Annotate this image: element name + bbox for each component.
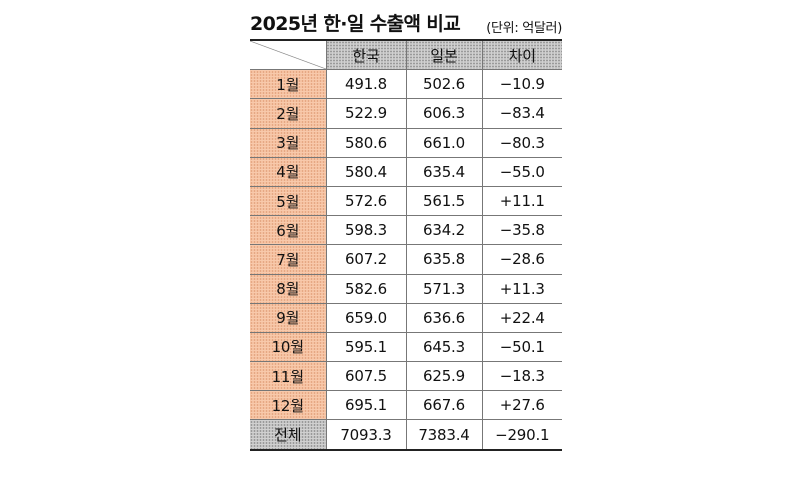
- difference-value: +22.4: [481, 302, 562, 333]
- column-header-japan: 일본: [405, 41, 483, 71]
- export-comparison-table: 한국 일본 차이 1월 491.8 502.6 −10.9 2월 522.9 6…: [250, 41, 562, 451]
- table-row: 2월 522.9 606.3 −83.4: [250, 98, 562, 129]
- korea-value: 607.2: [325, 244, 407, 275]
- table-row: 5월 572.6 561.5 +11.1: [250, 185, 562, 217]
- korea-value: 491.8: [325, 69, 407, 100]
- japan-value: 645.3: [405, 331, 483, 363]
- japan-value: 667.6: [405, 390, 483, 421]
- difference-value: +11.3: [481, 273, 562, 304]
- total-label: 전체: [250, 419, 327, 451]
- table-row: 6월 598.3 634.2 −35.8: [250, 215, 562, 246]
- table-row: 3월 580.6 661.0 −80.3: [250, 127, 562, 158]
- korea-value: 607.5: [325, 361, 407, 392]
- table-row: 1월 491.8 502.6 −10.9: [250, 69, 562, 100]
- japan-value: 571.3: [405, 273, 483, 304]
- korea-value: 582.6: [325, 273, 407, 304]
- month-label: 3월: [250, 127, 327, 158]
- korea-value: 695.1: [325, 390, 407, 421]
- unit-note: (단위: 억달러): [486, 21, 562, 36]
- table-title: 2025년 한·일 수출액 비교: [250, 13, 461, 35]
- table-row: 11월 607.5 625.9 −18.3: [250, 361, 562, 392]
- difference-value: −35.8: [481, 215, 562, 246]
- month-label: 4월: [250, 156, 327, 187]
- japan-value: 561.5: [405, 185, 483, 217]
- difference-value: −50.1: [481, 331, 562, 363]
- month-label: 6월: [250, 215, 327, 246]
- table-row: 4월 580.4 635.4 −55.0: [250, 156, 562, 187]
- japan-value: 635.4: [405, 156, 483, 187]
- difference-value: −10.9: [481, 69, 562, 100]
- japan-value: 635.8: [405, 244, 483, 275]
- table-row: 12월 695.1 667.6 +27.6: [250, 390, 562, 421]
- difference-value: −18.3: [481, 361, 562, 392]
- month-label: 11월: [250, 361, 327, 392]
- japan-value: 625.9: [405, 361, 483, 392]
- difference-value: −80.3: [481, 127, 562, 158]
- corner-cell: [250, 41, 327, 71]
- column-header-korea: 한국: [325, 41, 407, 71]
- table-header: 2025년 한·일 수출액 비교 (단위: 억달러): [250, 6, 562, 41]
- month-label: 2월: [250, 98, 327, 129]
- month-label: 9월: [250, 302, 327, 333]
- difference-value: +27.6: [481, 390, 562, 421]
- japan-value: 636.6: [405, 302, 483, 333]
- difference-total-value: −290.1: [481, 419, 562, 451]
- difference-value: −28.6: [481, 244, 562, 275]
- difference-value: +11.1: [481, 185, 562, 217]
- korea-value: 572.6: [325, 185, 407, 217]
- month-label: 1월: [250, 69, 327, 100]
- table-row: 10월 595.1 645.3 −50.1: [250, 331, 562, 363]
- japan-total-value: 7383.4: [405, 419, 483, 451]
- month-label: 12월: [250, 390, 327, 421]
- korea-value: 580.4: [325, 156, 407, 187]
- japan-value: 661.0: [405, 127, 483, 158]
- difference-value: −55.0: [481, 156, 562, 187]
- table-row: 9월 659.0 636.6 +22.4: [250, 302, 562, 333]
- column-header-difference: 차이: [481, 41, 562, 71]
- month-label: 8월: [250, 273, 327, 304]
- month-label: 7월: [250, 244, 327, 275]
- month-label: 10월: [250, 331, 327, 363]
- japan-value: 634.2: [405, 215, 483, 246]
- table-row: 7월 607.2 635.8 −28.6: [250, 244, 562, 275]
- difference-value: −83.4: [481, 98, 562, 129]
- japan-value: 606.3: [405, 98, 483, 129]
- column-header-row: 한국 일본 차이: [250, 41, 562, 71]
- korea-value: 580.6: [325, 127, 407, 158]
- table-row: 8월 582.6 571.3 +11.3: [250, 273, 562, 304]
- export-comparison-table-wrapper: 2025년 한·일 수출액 비교 (단위: 억달러) 한국 일본 차이 1월 4…: [250, 6, 562, 451]
- japan-value: 502.6: [405, 69, 483, 100]
- korea-value: 595.1: [325, 331, 407, 363]
- korea-total-value: 7093.3: [325, 419, 407, 451]
- month-label: 5월: [250, 185, 327, 217]
- korea-value: 598.3: [325, 215, 407, 246]
- korea-value: 659.0: [325, 302, 407, 333]
- total-row: 전체 7093.3 7383.4 −290.1: [250, 419, 562, 451]
- korea-value: 522.9: [325, 98, 407, 129]
